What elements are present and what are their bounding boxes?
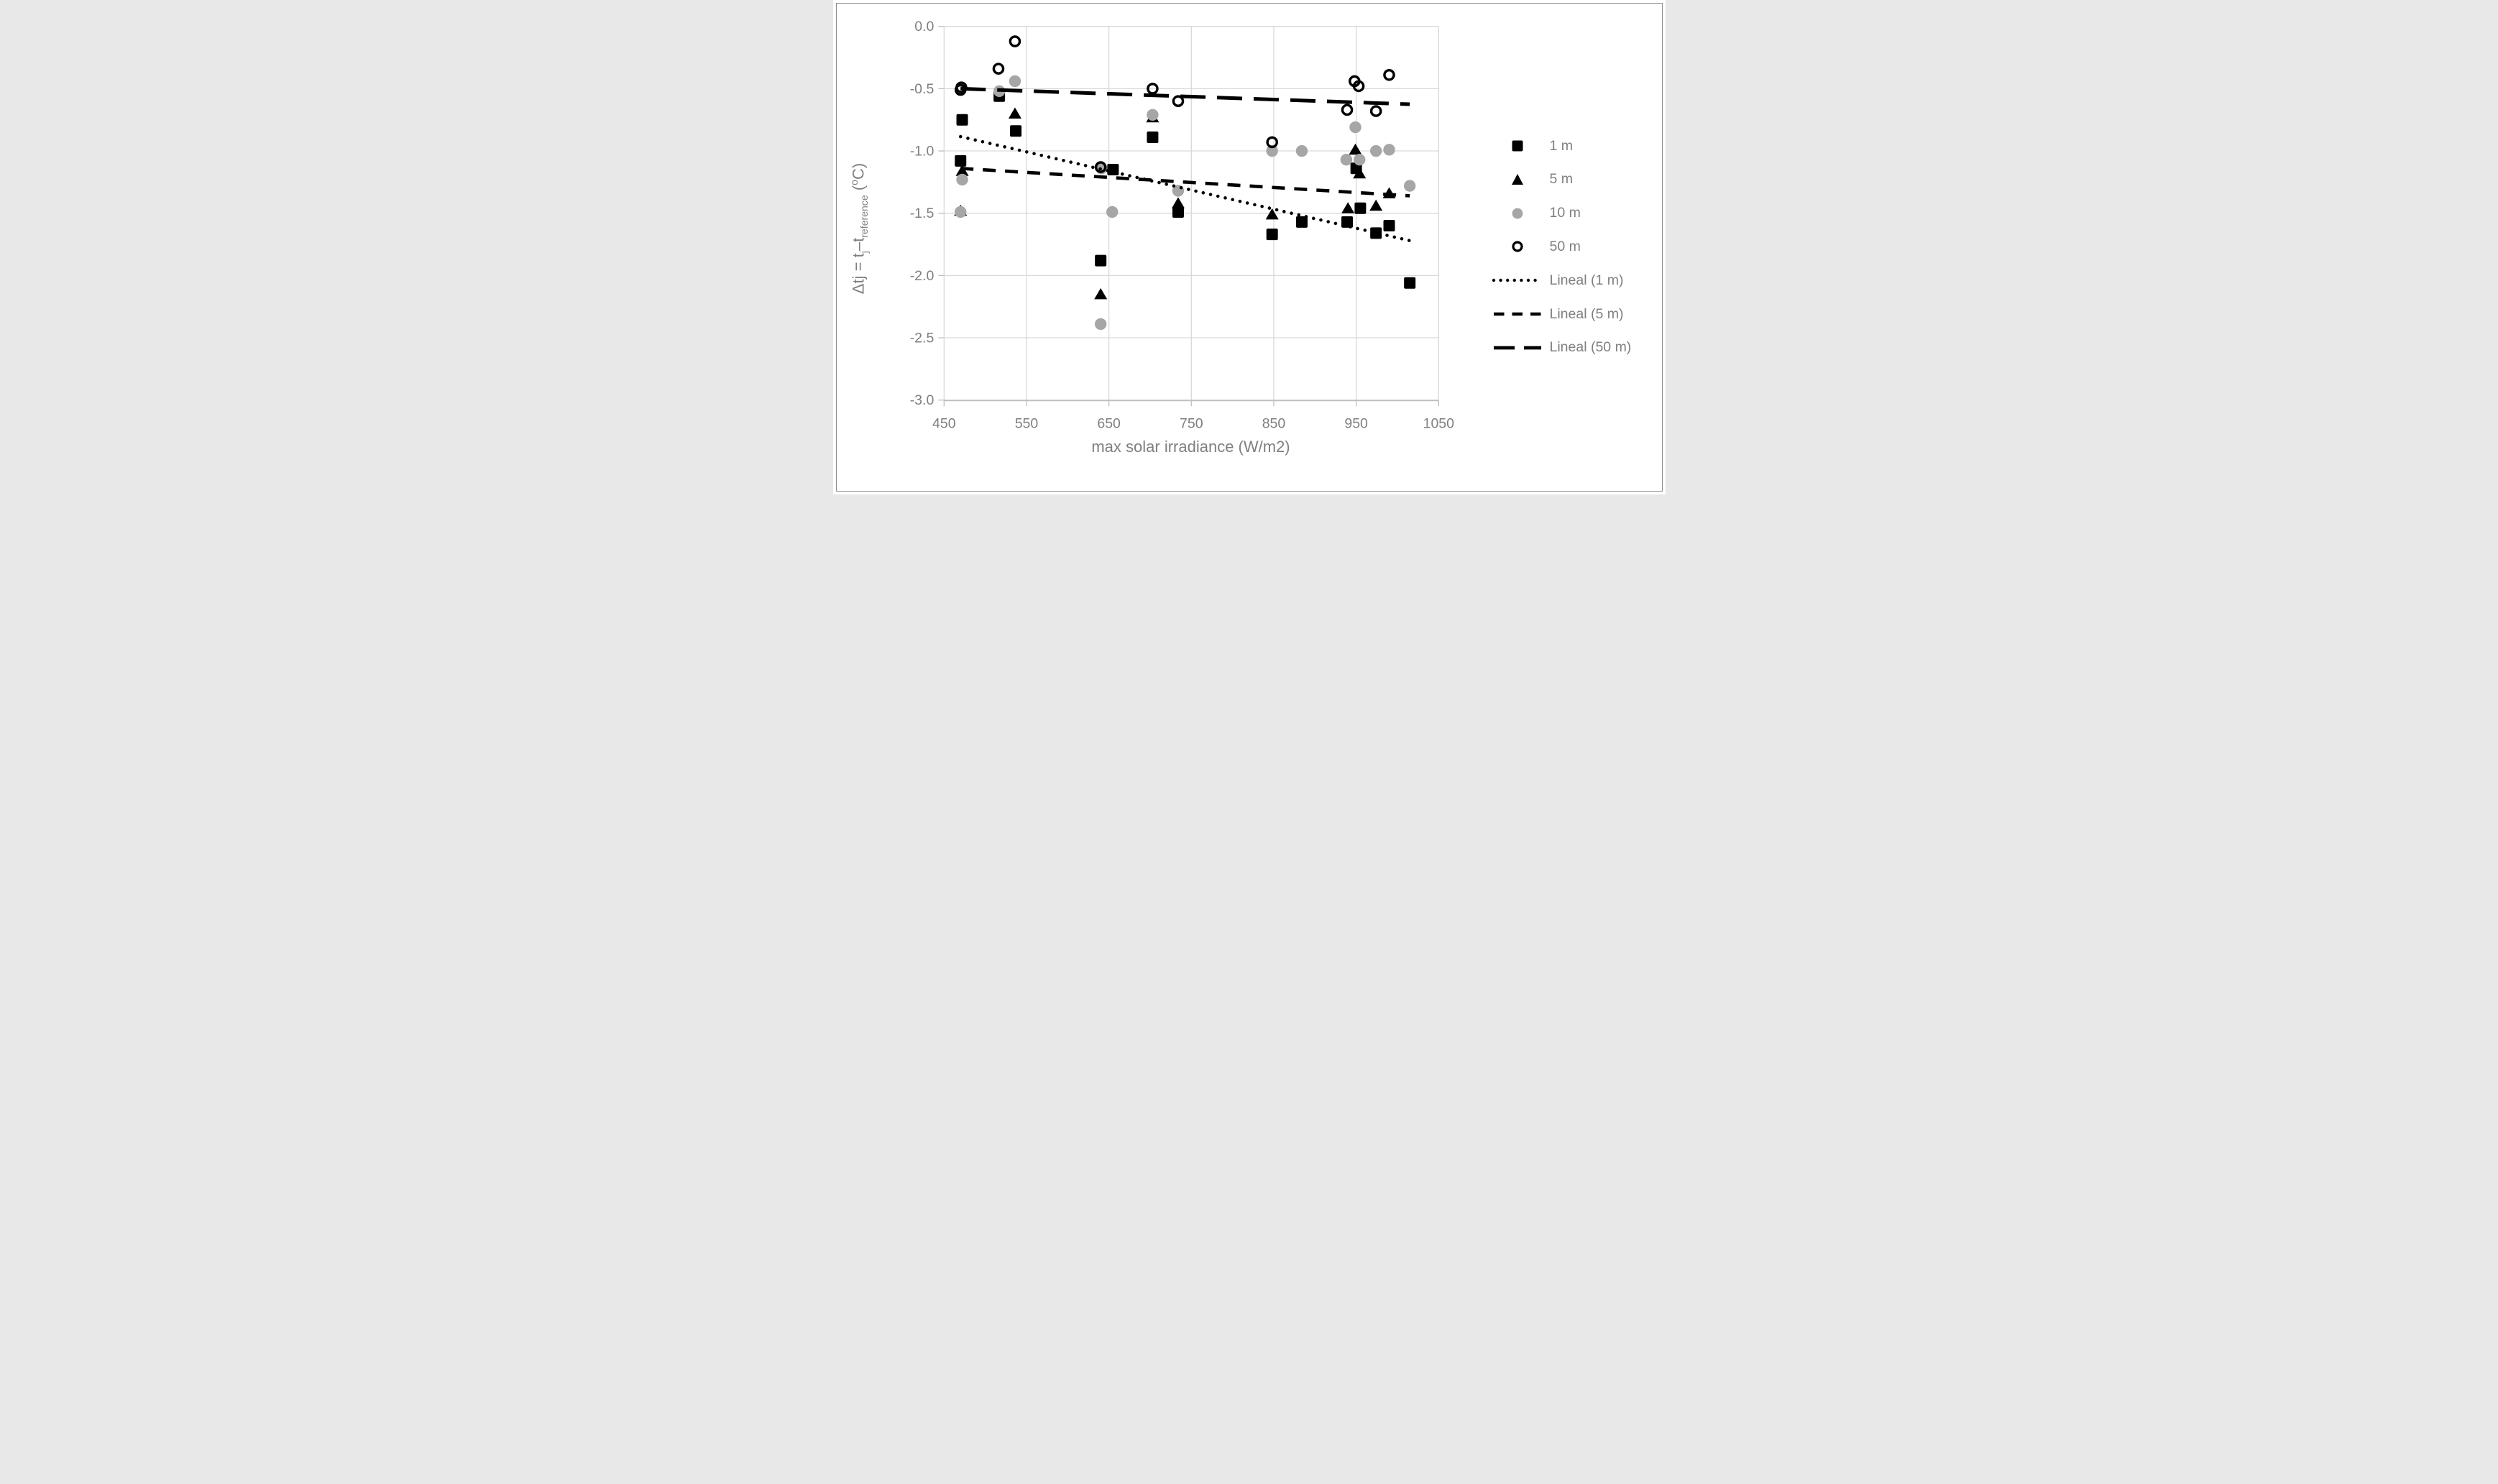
y-axis-title: Δtj = tj–treference (oC): [848, 163, 870, 294]
point-10m: [1106, 206, 1118, 218]
point-1m: [1369, 227, 1382, 239]
point-1m: [1383, 220, 1395, 232]
y-tick-label: -1.0: [909, 144, 934, 160]
point-10m: [1009, 75, 1021, 88]
point-50m: [1265, 136, 1278, 149]
x-tick-label: 850: [1262, 416, 1285, 432]
y-tick-label: -2.0: [909, 268, 934, 284]
point-10m: [1146, 109, 1159, 121]
point-10m: [1295, 144, 1308, 157]
point-1m: [954, 155, 966, 167]
y-axis-title-part: j: [858, 251, 870, 254]
point-10m: [1353, 153, 1365, 166]
point-5m: [1171, 197, 1185, 208]
point-10m: [954, 206, 966, 218]
y-axis-title-part: reference: [858, 195, 870, 238]
point-1m: [1354, 202, 1366, 214]
y-tick-label: -2.5: [909, 331, 934, 346]
y-tick-label: -1.5: [909, 206, 934, 221]
trendline-long-dash: [960, 86, 1410, 106]
trendline-dotted: [958, 134, 1411, 243]
y-axis-title-part: Δtj = t: [848, 253, 867, 295]
series-10m: [954, 75, 1415, 331]
point-1m: [956, 114, 968, 126]
point-1m: [1106, 164, 1119, 176]
y-tick-label: -0.5: [909, 81, 934, 97]
point-10m: [1094, 318, 1106, 331]
series-50m: [954, 35, 1395, 173]
point-1m: [1172, 206, 1184, 218]
y-axis-title-part: o: [848, 180, 860, 185]
chart-figure: 450 550 650 750 850 950 1050 0.0 -0.5 -1.0 -1.5 -2.…: [832, 0, 1666, 494]
point-5m: [955, 165, 969, 176]
point-50m: [1352, 80, 1364, 93]
point-5m: [1341, 202, 1354, 213]
x-tick-label: 1050: [1423, 416, 1454, 432]
point-10m: [955, 173, 968, 186]
y-axis-title-part: C): [848, 162, 867, 180]
point-50m: [1341, 103, 1353, 116]
point-10m: [1369, 144, 1382, 157]
point-50m: [1369, 105, 1382, 117]
point-5m: [1265, 208, 1279, 220]
y-axis-title-part: –t: [848, 237, 867, 252]
chart-svg: 450 550 650 750 850 950 1050 0.0 -0.5 -1.0 -1.5 -2.…: [909, 19, 1454, 432]
point-50m: [1009, 35, 1021, 47]
point-1m: [1146, 131, 1158, 143]
point-5m: [1348, 143, 1361, 155]
point-50m: [1172, 95, 1184, 107]
trendline-dashed: [960, 167, 1410, 198]
x-tick-label: 450: [932, 416, 956, 432]
point-1m: [1266, 229, 1278, 241]
series-5m: [953, 107, 1395, 300]
point-10m: [1349, 121, 1361, 134]
point-1m: [1403, 277, 1415, 289]
point-10m: [1403, 180, 1415, 192]
point-50m: [1094, 161, 1106, 173]
series-1m: [954, 90, 1415, 289]
x-tick-label: 550: [1014, 416, 1038, 432]
point-50m: [1146, 83, 1159, 95]
point-50m: [1382, 69, 1395, 81]
point-10m: [1382, 144, 1395, 156]
point-10m: [1265, 144, 1278, 157]
y-tick-label: 0.0: [914, 19, 934, 34]
x-tick-label: 650: [1097, 416, 1121, 432]
point-5m: [1369, 199, 1382, 211]
x-axis-title: max solar irradiance (W/m2): [1091, 438, 1290, 456]
point-5m: [1008, 107, 1021, 119]
point-10m: [1340, 153, 1352, 166]
x-tick-label: 950: [1344, 416, 1368, 432]
y-axis-title-part: (: [848, 185, 867, 195]
point-1m: [1295, 216, 1308, 228]
point-1m: [1094, 254, 1106, 267]
y-tick-label: -3.0: [909, 392, 934, 408]
point-5m: [1093, 287, 1107, 300]
point-1m: [1009, 125, 1021, 137]
x-tick-label: 750: [1180, 416, 1203, 432]
point-50m: [992, 63, 1004, 75]
